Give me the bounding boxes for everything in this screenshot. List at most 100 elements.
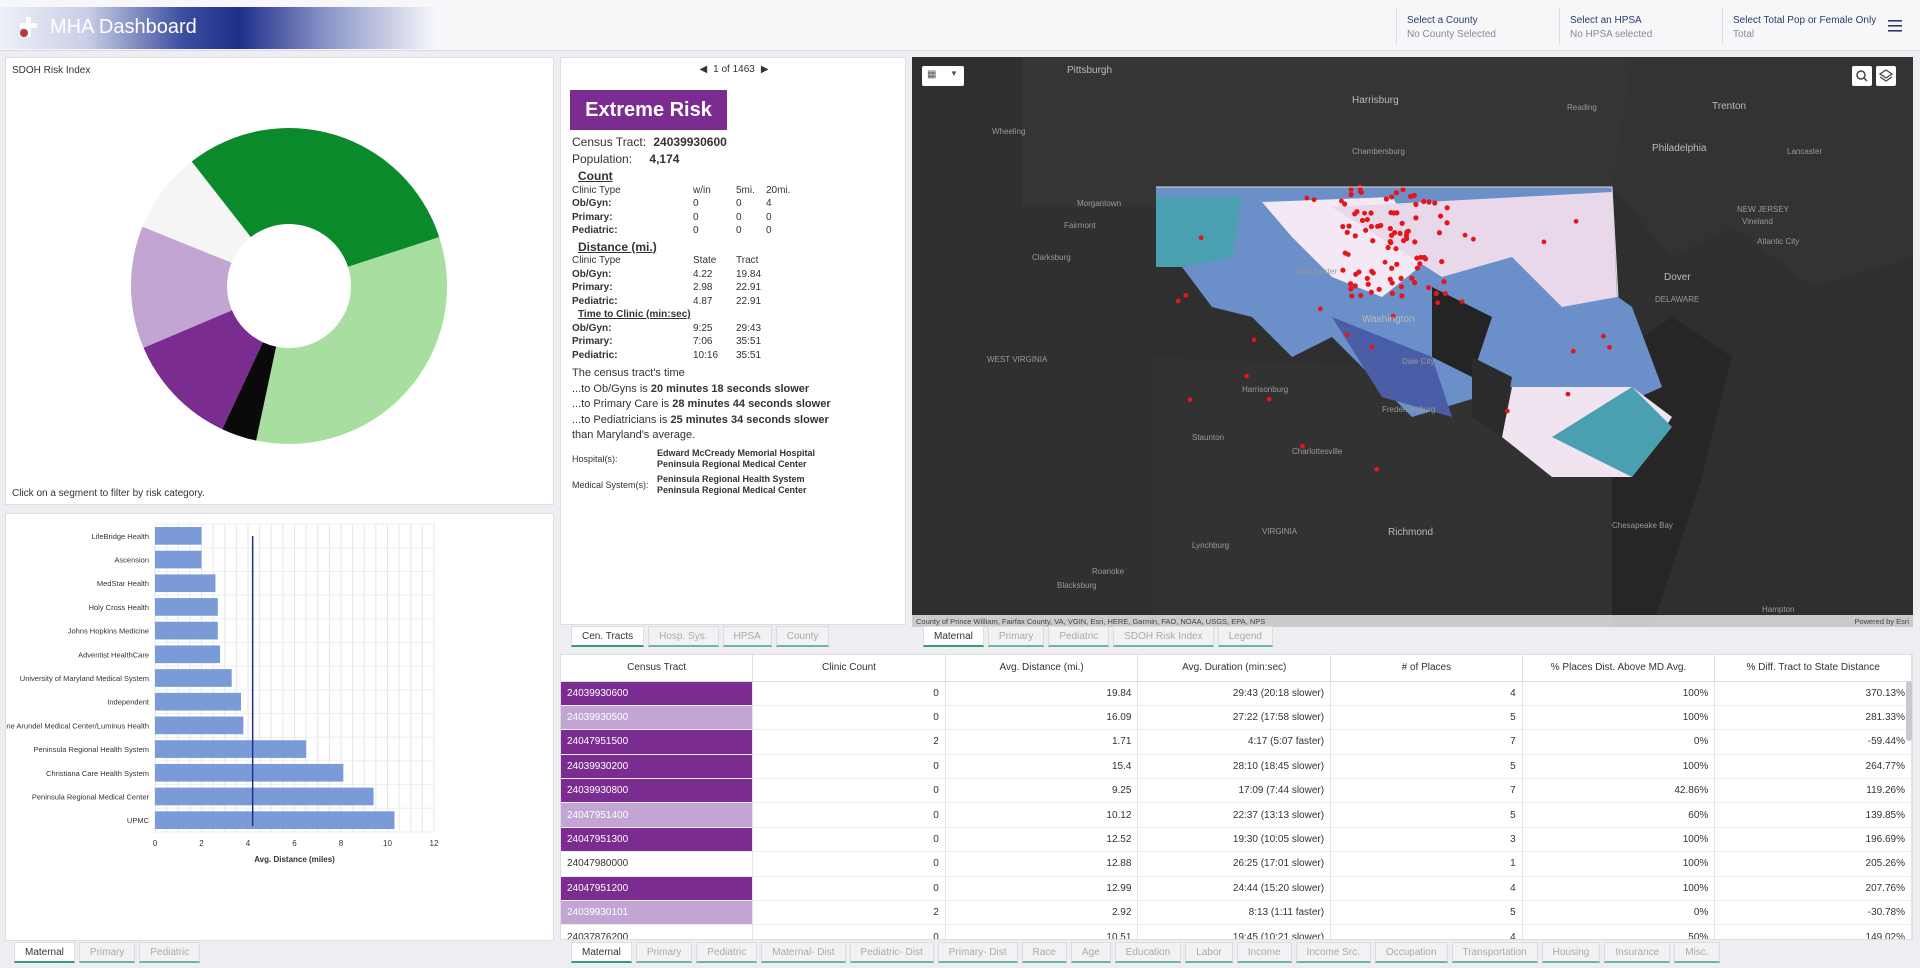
table-row[interactable]: 24039930600 0 19.84 29:43 (20:18 slower) 4 10… — [561, 681, 1912, 706]
clinic-marker[interactable] — [1358, 292, 1364, 299]
clinic-marker[interactable] — [1353, 271, 1359, 277]
clinic-marker[interactable] — [1394, 261, 1400, 267]
clinic-marker[interactable] — [1391, 230, 1398, 236]
population-selector[interactable]: Select Total Pop or Female Only Total — [1722, 8, 1882, 44]
clinic-marker[interactable] — [1435, 300, 1441, 306]
tab-age[interactable]: Age — [1070, 942, 1111, 963]
next-arrow-icon[interactable]: ▶ — [760, 64, 769, 75]
clinic-marker[interactable] — [1387, 238, 1393, 245]
table-row[interactable]: 24039930101 2 2.92 8:13 (1:11 faster) 5 0% -30… — [561, 900, 1912, 926]
map-tab-sdoh-risk-index[interactable]: SDOH Risk Index — [1113, 626, 1214, 647]
clinic-marker[interactable] — [1421, 198, 1427, 205]
bar[interactable] — [155, 763, 344, 782]
clinic-marker[interactable] — [1389, 280, 1395, 286]
clinic-marker[interactable] — [1187, 397, 1193, 403]
clinic-marker[interactable] — [1398, 275, 1404, 281]
clinic-marker[interactable] — [1344, 229, 1350, 235]
clinic-marker[interactable] — [1400, 187, 1406, 193]
clinic-marker[interactable] — [1442, 291, 1448, 297]
clinic-marker[interactable] — [1198, 235, 1204, 241]
bar[interactable] — [155, 692, 242, 711]
table-row[interactable]: 24039930200 0 15.4 28:10 (18:45 slower) 5 100… — [561, 754, 1912, 780]
tab-occupation[interactable]: Occupation — [1374, 942, 1448, 963]
clinic-marker[interactable] — [1399, 220, 1405, 226]
clinic-marker[interactable] — [1573, 218, 1579, 224]
segment-high-risk[interactable] — [131, 226, 232, 348]
clinic-marker[interactable] — [1304, 195, 1310, 201]
clinic-marker[interactable] — [1600, 333, 1606, 339]
table-row[interactable]: 24047951300 0 12.52 19:30 (10:05 slower) 3 10… — [561, 827, 1912, 853]
table-row[interactable]: 24047980000 0 12.88 26:25 (17:01 slower) 1 10… — [561, 851, 1912, 877]
bar[interactable] — [155, 740, 307, 758]
tab-primary-dist[interactable]: Primary- Dist — [937, 942, 1018, 963]
clinic-marker[interactable] — [1565, 391, 1571, 397]
clinic-marker[interactable] — [1349, 293, 1355, 299]
clinic-marker[interactable] — [1175, 298, 1181, 304]
clinic-marker[interactable] — [1342, 201, 1348, 207]
bar-tab-primary[interactable]: Primary — [78, 942, 136, 963]
column-header[interactable]: Avg. Distance (mi.) — [945, 655, 1139, 682]
clinic-marker[interactable] — [1368, 210, 1374, 216]
clinic-marker[interactable] — [1439, 258, 1445, 265]
bar-tab-pediatric[interactable]: Pediatric — [139, 942, 201, 963]
clinic-marker[interactable] — [1347, 281, 1354, 287]
clinic-marker[interactable] — [1363, 227, 1369, 233]
clinic-marker[interactable] — [1397, 230, 1403, 236]
table-row[interactable]: 24047951200 0 12.99 24:44 (15:20 slower) 4 10… — [561, 876, 1912, 902]
basemap-button[interactable]: ▦ ▼ — [922, 66, 964, 86]
info-tab-cen-tracts[interactable]: Cen. Tracts — [571, 626, 645, 647]
clinic-marker[interactable] — [1375, 223, 1381, 229]
tab-income-src[interactable]: Income Src. — [1295, 942, 1371, 963]
tab-transportation[interactable]: Transportation — [1451, 942, 1538, 963]
column-header[interactable]: % Diff. Tract to State Distance — [1714, 655, 1912, 682]
map-tab-legend[interactable]: Legend — [1217, 626, 1273, 647]
segment-black[interactable] — [222, 342, 277, 441]
clinic-marker[interactable] — [1345, 252, 1351, 257]
clinic-marker[interactable] — [1383, 196, 1389, 202]
column-header[interactable]: Census Tract — [561, 655, 754, 682]
clinic-marker[interactable] — [1369, 344, 1375, 350]
clinic-marker[interactable] — [1393, 246, 1399, 252]
bar[interactable] — [155, 787, 374, 806]
clinic-marker[interactable] — [1405, 228, 1411, 234]
clinic-marker[interactable] — [1244, 373, 1249, 379]
clinic-marker[interactable] — [1340, 223, 1346, 230]
clinic-marker[interactable] — [1391, 210, 1397, 216]
bar[interactable] — [155, 598, 218, 616]
tab-maternal-dist[interactable]: Maternal- Dist — [761, 942, 846, 963]
tab-maternal[interactable]: Maternal — [571, 942, 632, 963]
clinic-marker[interactable] — [1374, 466, 1380, 472]
tab-misc[interactable]: Misc. — [1674, 942, 1720, 963]
clinic-marker[interactable] — [1437, 213, 1444, 219]
clinic-marker[interactable] — [1354, 209, 1360, 215]
clinic-marker[interactable] — [1348, 286, 1354, 292]
map-tab-pediatric[interactable]: Pediatric — [1048, 626, 1110, 647]
table-row[interactable]: 24039930500 0 16.09 27:22 (17:58 slower) 5 10… — [561, 705, 1912, 731]
clinic-marker[interactable] — [1426, 285, 1432, 291]
clinic-marker[interactable] — [1183, 292, 1189, 298]
clinic-marker[interactable] — [1426, 199, 1432, 205]
clinic-marker[interactable] — [1393, 190, 1399, 196]
clinic-marker[interactable] — [1346, 223, 1352, 229]
clinic-marker[interactable] — [1441, 279, 1447, 285]
clinic-marker[interactable] — [1414, 255, 1420, 261]
table-row[interactable]: 24037876200 0 10.51 19:45 (10:21 slower) 4 50… — [561, 924, 1912, 939]
clinic-marker[interactable] — [1432, 200, 1438, 206]
clinic-marker[interactable] — [1348, 191, 1354, 198]
map[interactable]: Pittsburgh Harrisburg Reading Trenton Chambe… — [912, 57, 1913, 627]
clinic-marker[interactable] — [1417, 261, 1423, 267]
clinic-marker[interactable] — [1364, 216, 1370, 223]
clinic-marker[interactable] — [1607, 344, 1612, 350]
clinic-marker[interactable] — [1436, 230, 1443, 236]
clinic-marker[interactable] — [1300, 443, 1305, 449]
column-header[interactable]: Avg. Duration (min:sec) — [1137, 655, 1332, 682]
map-canvas[interactable] — [912, 57, 1913, 627]
clinic-marker[interactable] — [1266, 396, 1272, 402]
clinic-marker[interactable] — [1404, 235, 1410, 242]
map-tab-primary[interactable]: Primary — [987, 626, 1045, 647]
clinic-marker[interactable] — [1352, 233, 1358, 239]
bar[interactable] — [155, 645, 221, 664]
clinic-marker[interactable] — [1413, 201, 1419, 207]
clinic-marker[interactable] — [1317, 306, 1323, 312]
info-tab-hosp-sys[interactable]: Hosp. Sys. — [648, 626, 719, 647]
